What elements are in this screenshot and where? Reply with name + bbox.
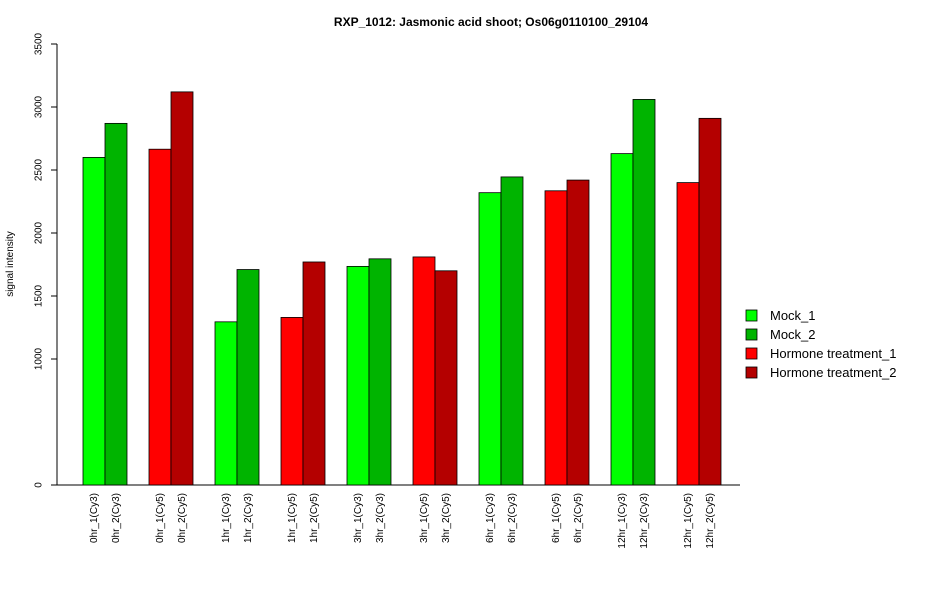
bar: [698, 117, 722, 486]
bar: [170, 91, 194, 486]
legend-label: Mock_2: [770, 327, 816, 342]
bar: [302, 261, 326, 486]
y-tick-label: 2000: [34, 221, 45, 244]
x-tick-label: 1hr_2(Cy5): [309, 493, 320, 543]
bar: [610, 153, 634, 486]
x-tick-label: 1hr_1(Cy5): [287, 493, 298, 543]
legend-label: Hormone treatment_1: [770, 346, 896, 361]
legend-label: Hormone treatment_2: [770, 365, 896, 380]
chart-title: RXP_1012: Jasmonic acid shoot; Os06g0110…: [334, 15, 649, 29]
legend-swatch: [745, 328, 758, 341]
bar: [346, 265, 370, 486]
y-tick-label: 3500: [34, 32, 45, 55]
x-tick-label: 6hr_2(Cy3): [507, 493, 518, 543]
x-tick-label: 3hr_1(Cy5): [419, 493, 430, 543]
y-tick-label: 2500: [34, 158, 45, 181]
bar: [544, 190, 568, 486]
bar: [632, 99, 656, 486]
legend-swatch: [745, 347, 758, 360]
bar: [82, 156, 106, 486]
x-tick-label: 6hr_1(Cy5): [551, 493, 562, 543]
bar: [236, 269, 260, 486]
y-tick-label: 1000: [34, 347, 45, 370]
bars: [82, 91, 722, 486]
legend-label: Mock_1: [770, 308, 816, 323]
bar: [478, 192, 502, 486]
legend-swatch: [745, 366, 758, 379]
bar: [368, 258, 392, 486]
legend-swatch: [745, 309, 758, 322]
legend: Mock_1 Mock_2 Hormone treatment_1 Hormone t…: [745, 308, 896, 380]
bar: [214, 321, 238, 486]
x-tick-label: 3hr_2(Cy5): [441, 493, 452, 543]
bar: [434, 270, 458, 486]
bar: [566, 179, 590, 486]
y-tick-label: 1500: [34, 284, 45, 307]
x-tick-label: 12hr_2(Cy5): [705, 493, 716, 549]
bar: [280, 317, 304, 486]
x-tick-label: 12hr_1(Cy5): [683, 493, 694, 549]
x-tick-label: 12hr_1(Cy3): [617, 493, 628, 549]
x-tick-label: 1hr_1(Cy3): [221, 493, 232, 543]
bar: [104, 122, 128, 486]
x-tick-label: 3hr_1(Cy3): [353, 493, 364, 543]
x-tick-label: 0hr_1(Cy3): [89, 493, 100, 543]
x-tick-label: 6hr_1(Cy3): [485, 493, 496, 543]
bar: [412, 256, 436, 486]
x-tick-label: 12hr_2(Cy3): [639, 493, 650, 549]
y-tick-label: 3000: [34, 95, 45, 118]
x-tick-label: 3hr_2(Cy3): [375, 493, 386, 543]
y-axis: 0 1000 1500 2000 2500 3000 3500: [34, 32, 58, 488]
x-tick-label: 0hr_1(Cy5): [155, 493, 166, 543]
x-tick-label: 0hr_2(Cy3): [111, 493, 122, 543]
x-tick-labels: 0hr_1(Cy3) 0hr_2(Cy3) 0hr_1(Cy5) 0hr_2(Cy5)…: [89, 493, 716, 549]
x-tick-label: 0hr_2(Cy5): [177, 493, 188, 543]
x-tick-label: 6hr_2(Cy5): [573, 493, 584, 543]
x-tick-label: 1hr_2(Cy3): [243, 493, 254, 543]
y-tick-label: 0: [34, 482, 45, 488]
bar: [148, 148, 172, 486]
bar: [676, 182, 700, 486]
bar: [500, 176, 524, 486]
y-axis-label: signal intensity: [5, 231, 16, 297]
